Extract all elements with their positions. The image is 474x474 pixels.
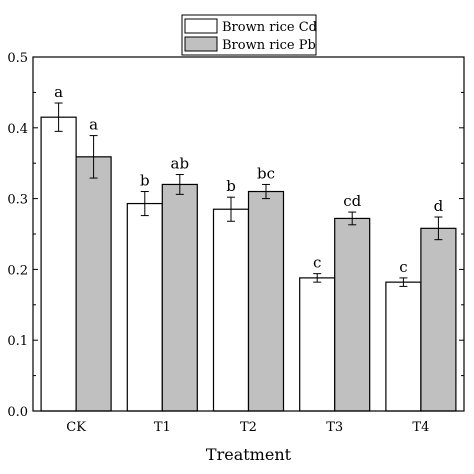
bar: [420, 227, 457, 412]
significance-letter: a: [89, 116, 98, 134]
bar: [385, 281, 422, 412]
bar: [247, 190, 285, 412]
plot-frame: [32, 56, 465, 412]
significance-letter: b: [226, 177, 236, 195]
legend-swatch: [184, 36, 218, 52]
significance-letter: a: [54, 83, 63, 101]
x-tick-label: T4: [412, 420, 429, 435]
legend-label: Brown rice Cd: [222, 20, 317, 35]
x-axis-title: Treatment: [206, 445, 292, 464]
bar: [75, 156, 112, 412]
significance-letter: d: [434, 197, 444, 215]
bar: [334, 217, 371, 412]
y-tick-label: 0.1: [7, 334, 28, 349]
bar: [212, 208, 250, 412]
significance-letter: ab: [171, 155, 190, 173]
x-tick-label: CK: [66, 420, 86, 435]
y-tick-label: 0.0: [7, 405, 28, 420]
legend-swatch: [184, 18, 218, 34]
bars: [40, 102, 457, 412]
bar: [126, 202, 163, 412]
bar: [40, 116, 77, 412]
x-tick-label: T2: [240, 420, 257, 435]
significance-letter: cd: [343, 192, 361, 210]
legend: Brown rice Cd Brown rice Pb: [181, 14, 317, 56]
x-tick-label: T3: [326, 420, 343, 435]
legend-label: Brown rice Pb: [222, 38, 316, 53]
x-tick-label: T1: [154, 420, 171, 435]
y-tick-label: 0.2: [7, 263, 28, 278]
bar: [299, 277, 336, 412]
significance-letter: c: [313, 254, 321, 272]
y-tick-label: 0.4: [7, 122, 28, 137]
y-axis: 0.0 0.1 0.2 0.3 0.4 0.5: [7, 51, 464, 420]
y-tick-label: 0.5: [7, 51, 28, 66]
significance-letter: b: [140, 172, 150, 190]
y-tick-label: 0.3: [7, 193, 28, 208]
bar: [161, 183, 198, 412]
significance-letter: bc: [257, 164, 275, 182]
significance-letter: c: [399, 258, 407, 276]
